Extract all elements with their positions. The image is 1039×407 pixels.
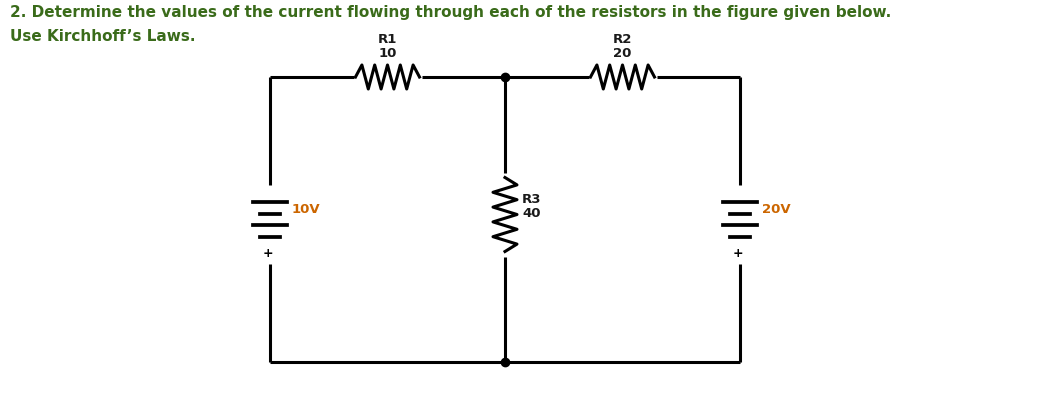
Text: R1
10: R1 10 [378,33,397,60]
Text: +: + [263,247,273,260]
Text: Use Kirchhoff’s Laws.: Use Kirchhoff’s Laws. [10,29,195,44]
Text: 20V: 20V [762,203,791,216]
Text: R3
40: R3 40 [522,193,541,220]
Text: 2. Determine the values of the current flowing through each of the resistors in : 2. Determine the values of the current f… [10,5,891,20]
Text: 10V: 10V [292,203,321,216]
Text: +: + [732,247,743,260]
Text: R2
20: R2 20 [613,33,632,60]
